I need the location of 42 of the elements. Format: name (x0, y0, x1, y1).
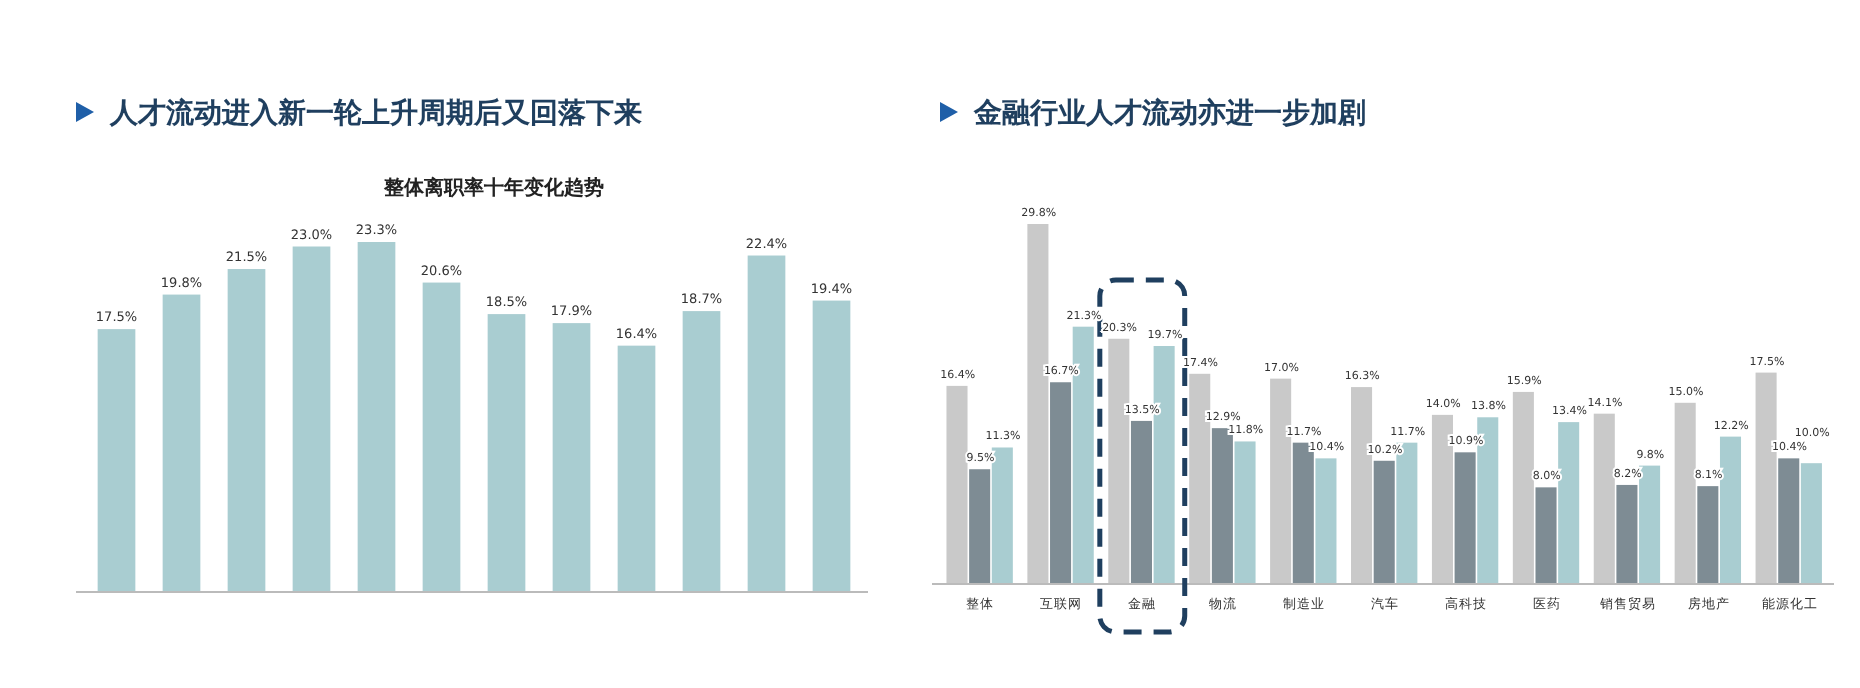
bar (1130, 420, 1152, 584)
bar (487, 314, 526, 592)
bar (227, 269, 266, 592)
bar (1050, 382, 1072, 584)
bar (1697, 486, 1719, 584)
bar (682, 311, 721, 592)
bar (422, 282, 461, 592)
bar (292, 246, 331, 592)
bar (1454, 452, 1476, 584)
bar (1512, 391, 1534, 584)
chart-title: 金融行业人才流动亦进一步加剧 (972, 96, 1366, 130)
bar (552, 323, 591, 592)
bar (1373, 460, 1395, 584)
bar (1639, 465, 1661, 584)
bar (1027, 224, 1049, 584)
bar (1558, 422, 1580, 584)
chart-subtitle: 整体离职率十年变化趋势 (382, 176, 604, 200)
bar (969, 469, 991, 584)
bar (1234, 441, 1256, 584)
bar (1778, 458, 1800, 584)
bar (1719, 436, 1742, 584)
bar (1108, 338, 1130, 584)
bar (357, 242, 396, 592)
bar (812, 300, 851, 592)
bar (162, 294, 201, 592)
bar (946, 385, 968, 584)
bar (1616, 484, 1638, 584)
bar (991, 447, 1013, 584)
bar (747, 255, 786, 592)
bar (1674, 402, 1696, 584)
bar (97, 329, 136, 592)
bar (1431, 414, 1453, 584)
bar (1800, 463, 1822, 584)
bar (1189, 373, 1211, 584)
bar (1292, 442, 1314, 584)
bar (1535, 487, 1557, 584)
bar (1593, 413, 1615, 584)
bar (1755, 372, 1777, 584)
bar (1211, 428, 1233, 584)
chart-title: 人才流动进入新一轮上升周期后又回落下来 (108, 96, 642, 130)
bar (1315, 458, 1337, 584)
bar (617, 345, 656, 592)
